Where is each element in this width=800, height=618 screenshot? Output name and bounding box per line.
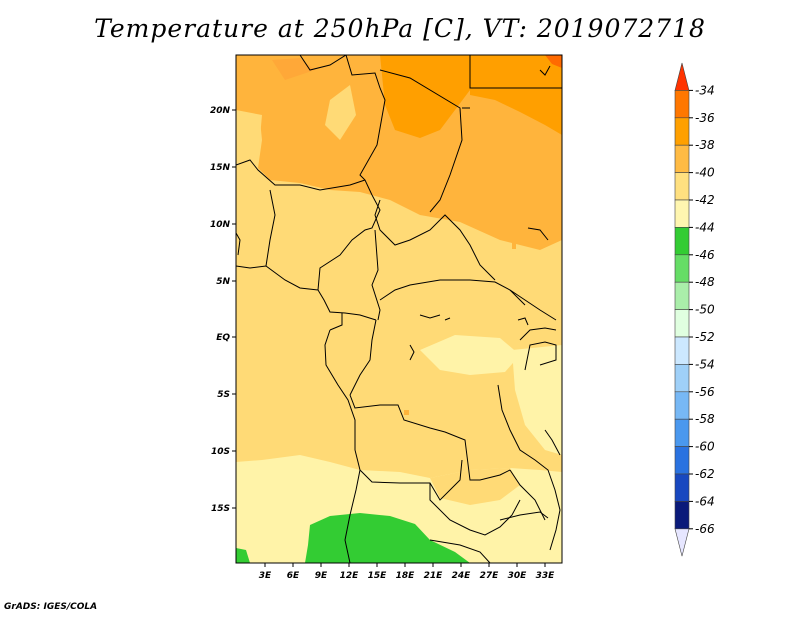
colorbar-label: -58 <box>695 412 715 426</box>
colorbar-segment <box>674 281 690 310</box>
colorbar-segment <box>674 90 690 119</box>
colorbar-segment <box>674 364 690 393</box>
colorbar-segment <box>674 199 690 228</box>
lon-label: 27E <box>480 571 500 581</box>
colorbar-segment <box>674 336 690 365</box>
lat-label: 10S <box>211 447 230 457</box>
lon-label: 24E <box>452 571 472 581</box>
shade-minus44-a <box>305 513 470 563</box>
colorbar-segment <box>674 501 690 530</box>
colorbar-label: -34 <box>695 83 715 97</box>
colorbar-segment <box>674 117 690 146</box>
colorbar-label: -40 <box>695 166 715 180</box>
lon-label: 3E <box>259 571 272 581</box>
lon-axis: 3E 6E 9E 12E 15E 18E 21E 24E 27E 30E 33E <box>259 563 555 581</box>
lat-label: 15S <box>211 504 230 514</box>
lat-label: 10N <box>210 220 231 230</box>
colorbar-label: -36 <box>695 111 715 125</box>
colorbar-label: -42 <box>695 193 715 207</box>
colorbar-segment <box>674 144 690 173</box>
shade-minus38 <box>236 55 562 250</box>
chart-title: Temperature at 250hPa [C], VT: 201907271… <box>94 14 706 43</box>
colorbar-label: -48 <box>695 275 715 289</box>
colorbar-segment <box>674 309 690 338</box>
colorbar-label: -62 <box>695 467 715 481</box>
lon-label: 12E <box>340 571 360 581</box>
lon-label: 30E <box>508 571 528 581</box>
lon-label: 33E <box>536 571 556 581</box>
colorbar-segment <box>674 446 690 475</box>
colorbar-label: -66 <box>695 522 715 536</box>
lon-label: 18E <box>396 571 416 581</box>
colorbar-segment <box>674 391 690 420</box>
lat-label: 15N <box>210 163 231 173</box>
shade-minus44-b <box>236 548 250 563</box>
colorbar-label: -52 <box>695 330 715 344</box>
colorbar-segment <box>674 418 690 447</box>
colorbar-segment <box>674 254 690 283</box>
lon-label: 6E <box>287 571 300 581</box>
lat-label: 5S <box>217 390 230 400</box>
lat-label: EQ <box>216 333 230 343</box>
lon-label: 21E <box>424 571 444 581</box>
lon-label: 9E <box>315 571 328 581</box>
lat-axis: 20N 15N 10N 5N EQ 5S 10S 15S <box>210 106 236 514</box>
colorbar-label: -60 <box>695 440 715 454</box>
colorbar-segment <box>674 227 690 256</box>
colorbar-segment <box>674 528 690 557</box>
colorbar-label: -38 <box>695 138 715 152</box>
political-boundaries <box>236 55 562 563</box>
colorbar: -34 -36 -38 -40 -42 -44 -46 -48 -50 -52 -54 -56 -58 -… <box>674 62 715 557</box>
lat-label: 5N <box>216 277 230 287</box>
colorbar-label: -44 <box>695 220 715 234</box>
colorbar-segment <box>674 62 690 91</box>
shade-minus36-b <box>470 55 562 135</box>
lat-label: 20N <box>210 106 231 116</box>
colorbar-label: -46 <box>695 248 715 262</box>
grads-credit: GrADS: IGES/COLA <box>4 602 98 612</box>
map-frame <box>235 54 563 564</box>
colorbar-segment <box>674 473 690 502</box>
colorbar-label: -56 <box>695 385 715 399</box>
colorbar-label: -64 <box>695 494 715 508</box>
temperature-field <box>236 55 562 563</box>
lon-label: 15E <box>368 571 388 581</box>
colorbar-label: -54 <box>695 357 715 371</box>
colorbar-segment <box>674 172 690 201</box>
colorbar-label: -50 <box>695 303 715 317</box>
